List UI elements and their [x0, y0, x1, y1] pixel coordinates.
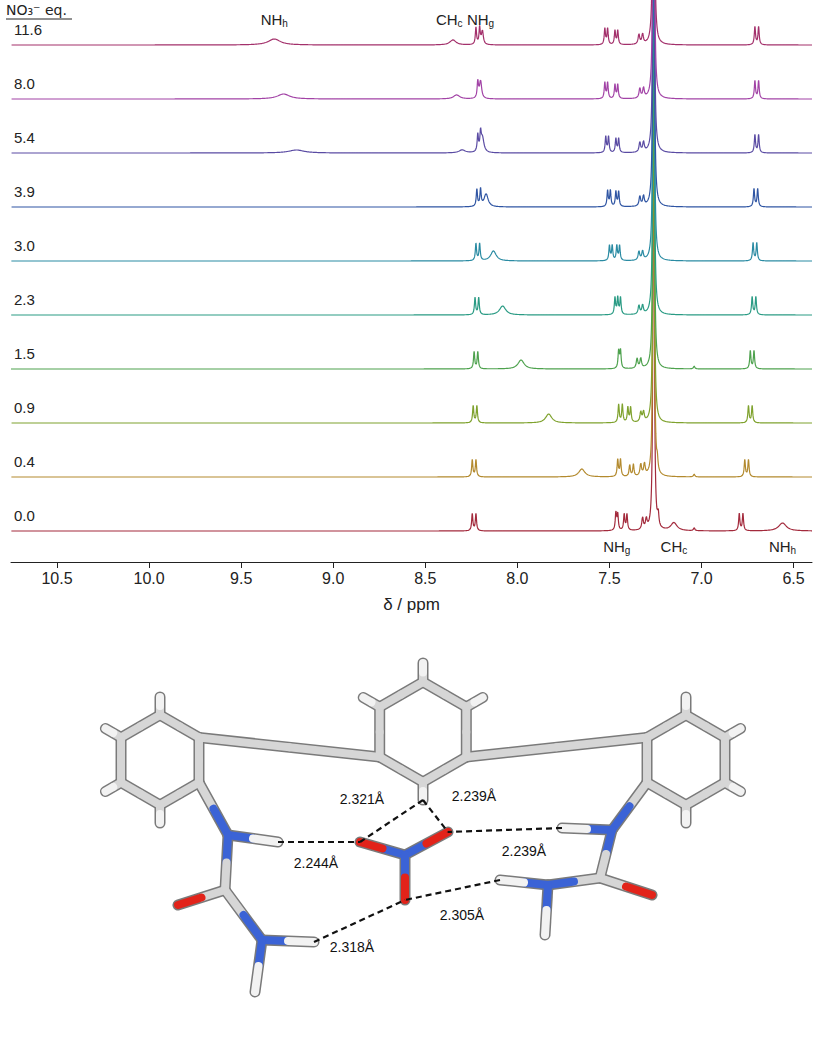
- svg-text:h: h: [282, 18, 288, 29]
- svg-text:9.5: 9.5: [230, 570, 252, 587]
- svg-text:h: h: [791, 545, 797, 556]
- svg-text:5.4: 5.4: [14, 129, 35, 146]
- svg-text:2.244Å: 2.244Å: [294, 855, 339, 871]
- svg-text:1.5: 1.5: [14, 345, 35, 362]
- svg-text:2.239Å: 2.239Å: [502, 843, 547, 859]
- svg-text:2.321Å: 2.321Å: [340, 791, 385, 807]
- svg-text:NH: NH: [769, 538, 791, 555]
- svg-text:2.305Å: 2.305Å: [440, 907, 485, 923]
- svg-text:7.0: 7.0: [690, 570, 712, 587]
- svg-text:8.5: 8.5: [414, 570, 436, 587]
- svg-text:9.0: 9.0: [322, 570, 344, 587]
- svg-text:c: c: [682, 545, 687, 556]
- svg-text:2.3: 2.3: [14, 291, 35, 308]
- svg-text:6.5: 6.5: [782, 570, 804, 587]
- svg-text:NH: NH: [467, 11, 489, 28]
- svg-text:δ / ppm: δ / ppm: [383, 595, 440, 614]
- svg-text:CH: CH: [436, 11, 458, 28]
- svg-text:NH: NH: [603, 538, 625, 555]
- svg-text:0.9: 0.9: [14, 399, 35, 416]
- svg-text:8.0: 8.0: [506, 570, 528, 587]
- svg-text:0.0: 0.0: [14, 507, 35, 524]
- svg-text:c: c: [458, 18, 463, 29]
- svg-text:10.5: 10.5: [41, 570, 72, 587]
- svg-text:NO₃⁻ eq.: NO₃⁻ eq.: [6, 2, 67, 18]
- svg-text:8.0: 8.0: [14, 75, 35, 92]
- svg-text:g: g: [489, 18, 495, 29]
- svg-text:11.6: 11.6: [14, 21, 42, 38]
- svg-text:3.0: 3.0: [14, 237, 35, 254]
- svg-text:7.5: 7.5: [598, 570, 620, 587]
- svg-text:2.239Å: 2.239Å: [452, 788, 497, 804]
- svg-text:NH: NH: [261, 11, 283, 28]
- svg-text:2.318Å: 2.318Å: [330, 939, 375, 955]
- svg-text:0.4: 0.4: [14, 453, 35, 470]
- svg-text:CH: CH: [661, 538, 683, 555]
- svg-text:3.9: 3.9: [14, 183, 35, 200]
- svg-text:g: g: [625, 545, 631, 556]
- svg-text:10.0: 10.0: [134, 570, 165, 587]
